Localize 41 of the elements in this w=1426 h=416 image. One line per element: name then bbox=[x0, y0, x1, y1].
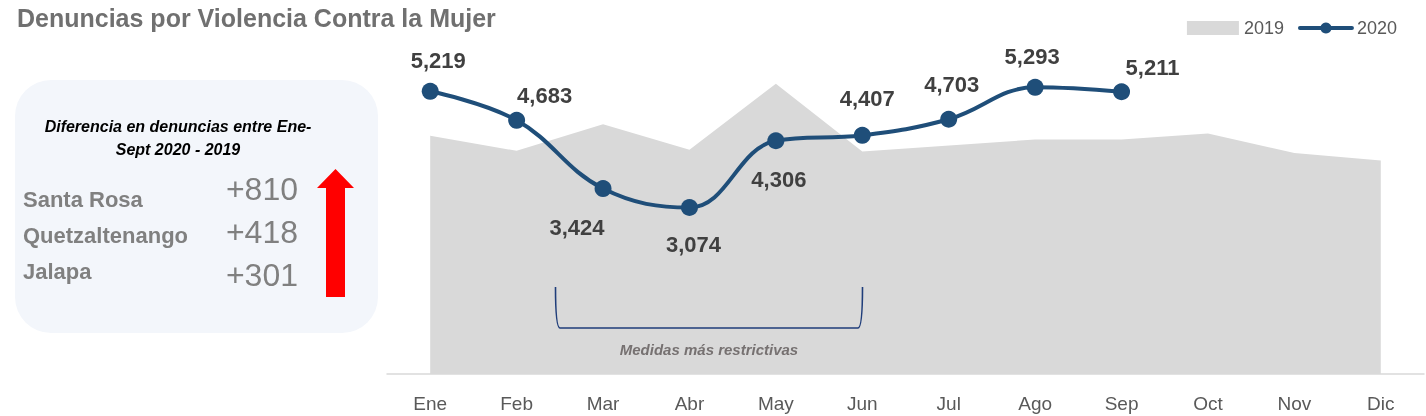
text: Quetzaltenango bbox=[23, 222, 189, 250]
legend-label: 2020 bbox=[1356, 18, 1397, 38]
data-label: 4,407 bbox=[839, 86, 895, 112]
x-tick-label: Jul bbox=[936, 393, 961, 414]
x-tick-label: Abr bbox=[674, 393, 705, 414]
data-label: 3,074 bbox=[665, 232, 722, 258]
x-tick-label: Nov bbox=[1277, 393, 1312, 414]
point bbox=[1026, 78, 1044, 96]
data-label: 5,211 bbox=[1125, 54, 1180, 80]
text: Santa Rosa bbox=[23, 186, 143, 214]
point bbox=[508, 111, 526, 129]
point bbox=[421, 82, 439, 100]
chart-title: Denuncias por Violencia Contra la Mujer bbox=[17, 3, 497, 32]
text: Diferencia en denuncias entre Ene-Sept 2020 - 2019 bbox=[43, 117, 313, 160]
legend-label: 2019 bbox=[1243, 18, 1284, 38]
point bbox=[940, 110, 958, 128]
x-tick-label: Jun bbox=[846, 393, 878, 414]
text: Jalapa bbox=[23, 258, 92, 286]
text: +418 bbox=[225, 213, 298, 252]
data-label: 4,306 bbox=[751, 166, 807, 192]
point bbox=[853, 126, 871, 144]
x-tick-label: Sep bbox=[1104, 393, 1139, 414]
point bbox=[680, 199, 698, 216]
x-tick-label: Ago bbox=[1018, 393, 1053, 414]
x-tick-label: May bbox=[757, 393, 795, 414]
text: +810 bbox=[225, 170, 298, 209]
x-tick-label: Oct bbox=[1193, 393, 1224, 414]
point bbox=[767, 132, 785, 150]
x-tick-label: Ene bbox=[413, 393, 448, 414]
annotation: Medidas más restrictivas bbox=[619, 340, 799, 360]
data-label: 4,703 bbox=[924, 72, 980, 98]
x-tick-label: Feb bbox=[500, 393, 533, 414]
data-label: 3,424 bbox=[549, 214, 606, 240]
x-tick-label: Mar bbox=[586, 393, 621, 414]
data-label: 5,219 bbox=[410, 48, 466, 74]
text: +301 bbox=[225, 256, 298, 295]
data-label: 5,293 bbox=[1004, 44, 1060, 70]
x-tick-label: Dic bbox=[1367, 393, 1395, 414]
data-label: 4,683 bbox=[517, 83, 573, 109]
point bbox=[594, 180, 612, 198]
point bbox=[1113, 83, 1131, 101]
